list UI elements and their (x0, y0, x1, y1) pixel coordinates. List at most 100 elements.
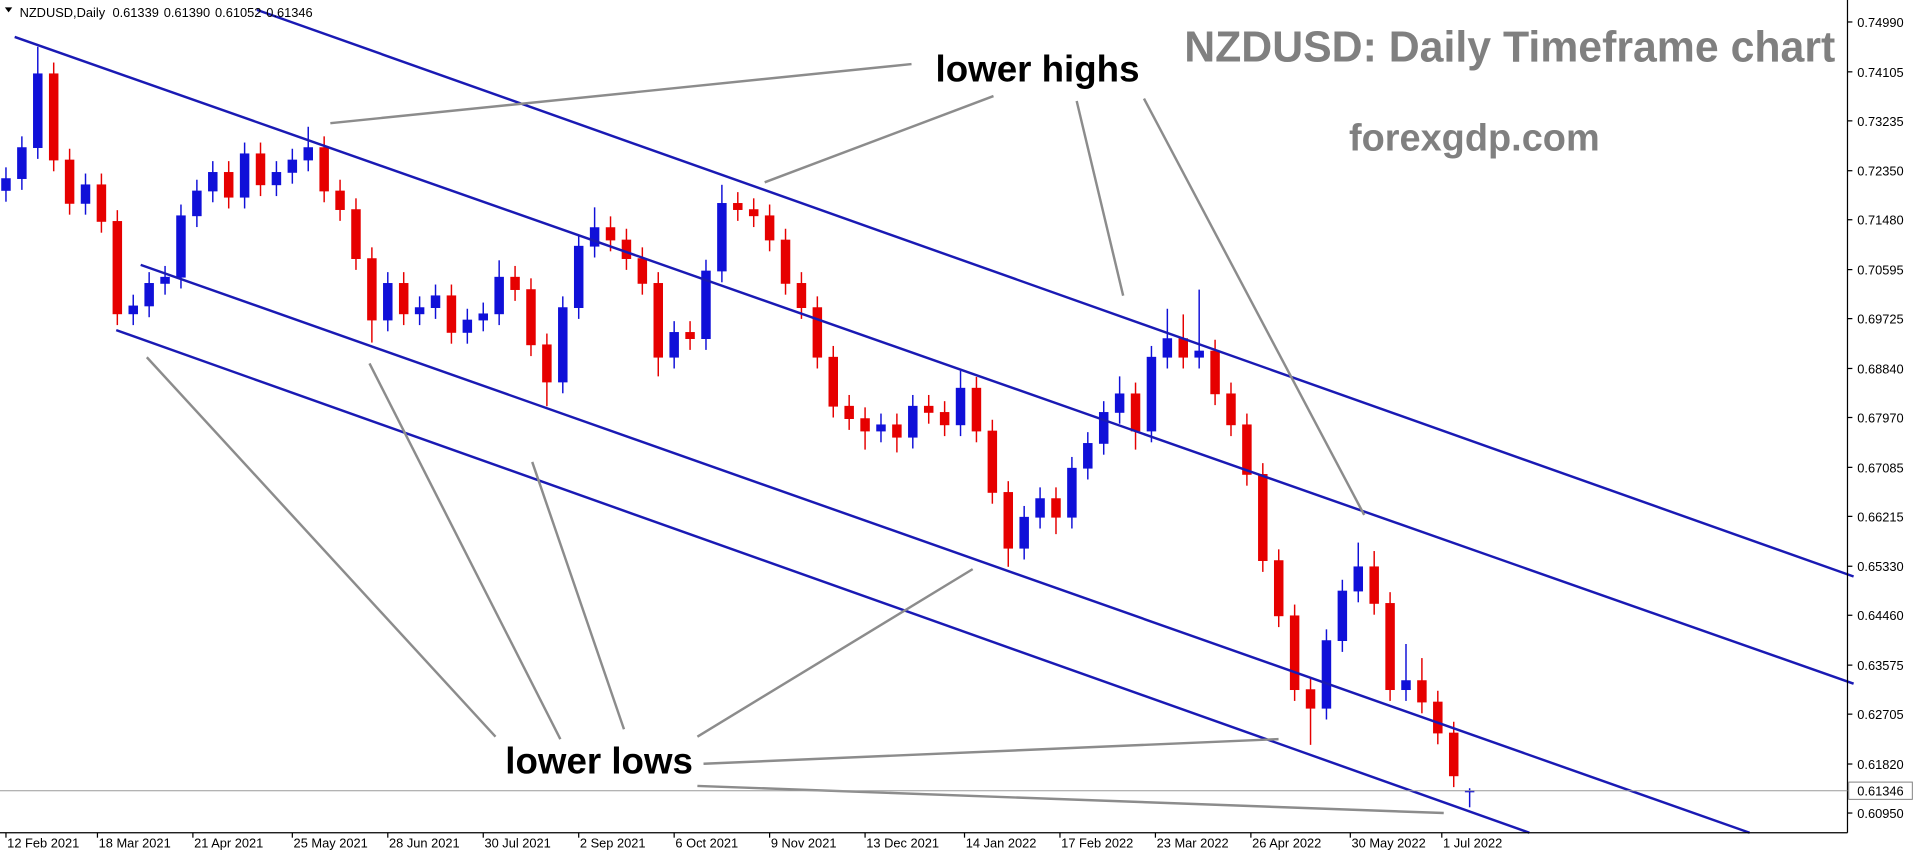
candle-body (160, 276, 170, 284)
candle-body (1114, 393, 1125, 413)
candle-body (128, 305, 138, 315)
pointer-line (703, 737, 1279, 765)
quote: 0.61346 (266, 5, 312, 20)
x-tick-label: 17 Feb 2022 (1061, 835, 1133, 850)
candle-body (1448, 732, 1459, 777)
pointer-line (764, 94, 994, 184)
pointer-line (330, 62, 912, 125)
candle-body (748, 209, 759, 217)
candle-body (319, 147, 329, 192)
candle-body (558, 307, 568, 383)
candle-body (1337, 590, 1348, 641)
candle-body (1289, 615, 1300, 691)
candle-body (1242, 424, 1252, 475)
y-tick-label: 0.65330 (1857, 559, 1903, 574)
candle-body (621, 239, 632, 259)
pointer-line (145, 356, 497, 738)
annotation: lower highs (936, 48, 1140, 89)
candle-body (367, 258, 377, 321)
candle-body (64, 159, 75, 204)
candle-body (351, 209, 361, 259)
candle-body (1226, 393, 1236, 426)
symbol: NZDUSD,Daily (20, 5, 106, 20)
candle-body (1019, 516, 1029, 549)
candle-body (1305, 689, 1316, 709)
candle-body (1098, 412, 1109, 444)
x-tick-label: 25 May 2021 (294, 835, 368, 850)
candle-body (33, 73, 43, 148)
x-tick-label: 30 Jul 2021 (484, 835, 550, 850)
candle-body (764, 215, 775, 241)
pointer-line (1075, 100, 1125, 296)
candle-body (1067, 467, 1077, 518)
x-tick-label: 6 Oct 2021 (675, 835, 738, 850)
x-tick-label: 21 Apr 2021 (194, 835, 263, 850)
candle-body (844, 405, 854, 420)
candle-body (1194, 350, 1204, 358)
candle-body (923, 405, 934, 413)
x-tick-label: 12 Feb 2021 (7, 835, 79, 850)
candle-body (1130, 393, 1141, 432)
candle-body (1, 178, 11, 191)
candle-body (303, 147, 313, 161)
candle-body (701, 270, 711, 339)
candle-body (780, 239, 791, 284)
pointer-line (1142, 97, 1366, 516)
candle-body (1035, 498, 1045, 518)
candle-body (1146, 356, 1157, 432)
candle-body (96, 184, 107, 222)
candle-body (271, 172, 282, 186)
candle-body (828, 356, 838, 407)
candle-body (255, 153, 266, 186)
candle-body (1083, 443, 1093, 469)
candle-body (17, 147, 27, 179)
last-price-label: 0.61346 (1857, 784, 1903, 799)
chart-subtitle: forexgdp.com (1349, 117, 1600, 159)
candle-body (430, 295, 441, 309)
plot-area (1, 46, 1475, 808)
candle-body (48, 73, 59, 161)
candle-body (510, 276, 520, 290)
candle-body (192, 190, 202, 217)
candle-body (892, 424, 902, 438)
candle-body (971, 387, 982, 432)
pointer-line (696, 568, 974, 738)
chart-title: NZDUSD: Daily Timeframe chart (1184, 23, 1835, 71)
candle-body (812, 307, 823, 358)
y-tick-label: 0.70595 (1857, 262, 1903, 277)
quote: 0.61052 (215, 5, 261, 20)
y-tick-label: 0.67970 (1857, 410, 1903, 425)
candle-body (653, 283, 663, 358)
x-tick-label: 18 Mar 2021 (99, 835, 171, 850)
candle-body (1210, 350, 1220, 395)
candle-body (223, 172, 234, 198)
candle-body (478, 313, 488, 321)
candle-body (908, 405, 918, 438)
y-tick-label: 0.73235 (1857, 114, 1903, 129)
candle-body (1273, 560, 1284, 617)
x-tick-label: 23 Mar 2022 (1157, 835, 1229, 850)
y-tick-label: 0.72350 (1857, 164, 1903, 179)
candle-body (605, 227, 616, 241)
y-tick-label: 0.68840 (1857, 361, 1903, 376)
candle-body (987, 430, 998, 493)
candle-body (144, 283, 154, 307)
x-tick-label: 1 Jul 2022 (1443, 835, 1502, 850)
y-tick-label: 0.60950 (1857, 806, 1903, 821)
candle-body (239, 153, 250, 198)
candle-body (955, 387, 966, 426)
candle-body (717, 203, 727, 272)
x-tick-label: 13 Dec 2021 (866, 835, 939, 850)
candle-body (1433, 701, 1443, 734)
candle-body (80, 184, 91, 204)
candle-body (542, 344, 552, 383)
candle-body (1003, 492, 1014, 549)
y-tick-label: 0.71480 (1857, 213, 1903, 228)
candle-body (1162, 338, 1173, 358)
candle-body (669, 332, 679, 358)
candle-body (287, 159, 298, 173)
candle-body (876, 424, 886, 432)
y-tick-label: 0.63575 (1857, 658, 1903, 673)
